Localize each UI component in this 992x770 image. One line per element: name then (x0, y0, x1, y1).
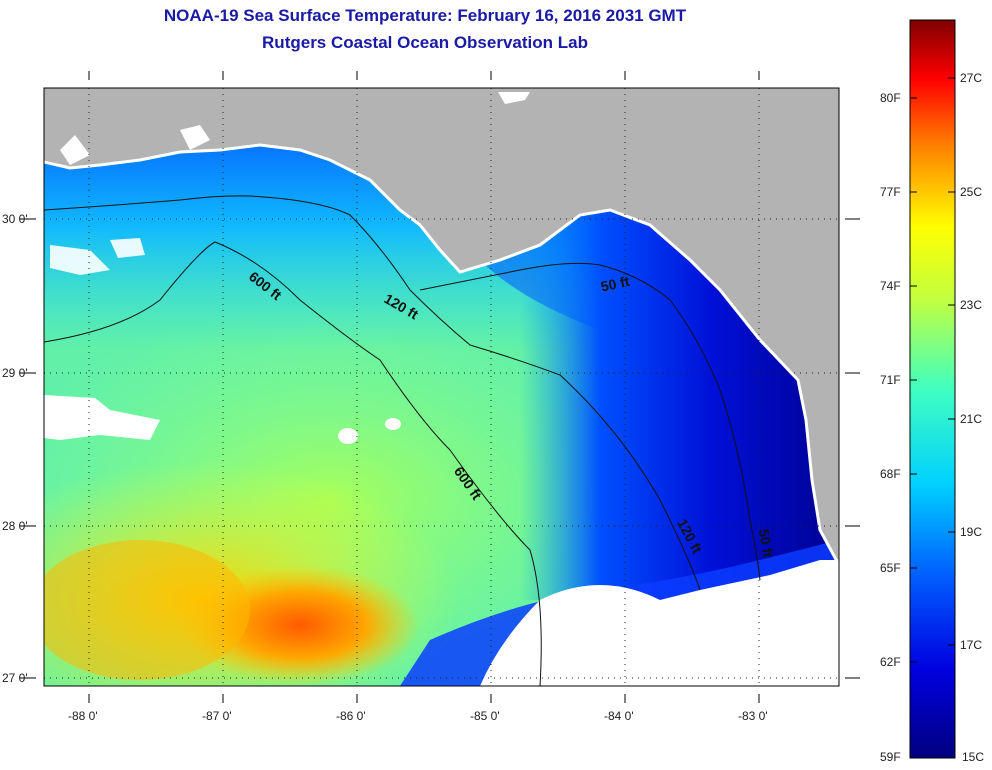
contour-label: 50 ft (756, 528, 777, 559)
cloud-cover (44, 238, 839, 686)
colorbar (909, 19, 956, 759)
map-subtitle: Rutgers Coastal Ocean Observation Lab (262, 33, 588, 52)
graticule (44, 88, 839, 686)
lat-label: 27 0' (2, 671, 28, 685)
lon-label: -87 0' (202, 709, 232, 723)
colorbar-label-c: 23C (960, 298, 983, 312)
colorbar-label-c: 17C (960, 638, 983, 652)
depth-contours (44, 195, 761, 686)
land-detail (60, 92, 530, 165)
lat-label: 29 0' (2, 366, 28, 380)
colorbar-label-f: 65F (880, 561, 901, 575)
colorbar-label-f: 77F (880, 185, 901, 199)
lon-label: -86 0' (336, 709, 366, 723)
colorbar-label-c: 27C (960, 71, 983, 85)
sst-field: 600 ft 600 ft 120 ft 120 ft 50 ft 50 ft (44, 88, 839, 686)
lat-label: 30 0' (2, 212, 28, 226)
colorbar-label-f: 71F (880, 373, 901, 387)
contour-label: 50 ft (599, 273, 631, 295)
lon-label: -85 0' (470, 709, 500, 723)
land-mass (44, 88, 839, 565)
colorbar-ticks (910, 77, 955, 663)
colorbar-label-c: 21C (960, 412, 983, 426)
colorbar-label-f: 74F (880, 279, 901, 293)
lon-label: -84 0' (604, 709, 634, 723)
colorbar-label-f: 68F (880, 467, 901, 481)
colorbar-label-f: 59F (880, 750, 901, 764)
lat-label: 28 0' (2, 519, 28, 533)
colorbar-label-c: 19C (960, 525, 983, 539)
contour-50ft (419, 262, 761, 581)
lon-label: -88 0' (68, 709, 98, 723)
contour-600ft (44, 241, 542, 686)
axis-ticks (20, 71, 860, 703)
colorbar-label-c: 15C (962, 750, 985, 764)
colorbar-label-f: 62F (880, 655, 901, 669)
plot-frame (43, 87, 840, 687)
lon-label: -83 0' (738, 709, 768, 723)
colorbar-label-c: 25C (960, 185, 983, 199)
colorbar-label-f: 80F (880, 91, 901, 105)
contour-120ft (44, 195, 701, 591)
map-title: NOAA-19 Sea Surface Temperature: Februar… (163, 6, 687, 25)
